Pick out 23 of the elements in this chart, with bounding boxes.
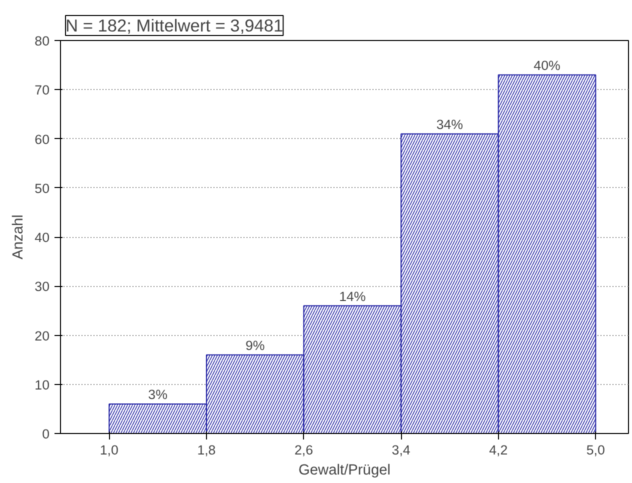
x-tick-label: 5,0	[586, 442, 605, 458]
y-tick-label: 70	[34, 82, 50, 98]
x-tick-label: 2,6	[294, 442, 314, 458]
y-tick-label: 60	[34, 132, 50, 147]
x-tick-label: 4,2	[489, 442, 508, 458]
y-tick-label: 40	[34, 230, 50, 245]
x-tick-label: 3,4	[392, 442, 411, 458]
x-tick-label: 1,0	[100, 442, 118, 458]
x-tick-label: 1,8	[197, 442, 216, 458]
annotation: 3%	[148, 387, 168, 402]
y-tick-label: 0	[42, 426, 50, 442]
chart-title: N = 182; Mittelwert = 3,9481	[66, 16, 284, 36]
y-tick-label: 30	[34, 279, 50, 294]
annotation: 14%	[339, 288, 366, 304]
y-tick-label: 10	[34, 377, 50, 392]
y-tick-label: 20	[34, 328, 50, 344]
annotation: 34%	[436, 116, 464, 132]
y-tick-label: 50	[34, 180, 50, 196]
annotation: 9%	[245, 338, 265, 353]
y-axis-title: Anzahl	[10, 214, 27, 260]
y-tick-label: 80	[34, 34, 50, 48]
x-axis-title: Gewalt/Prügel	[298, 462, 391, 478]
annotation: 40%	[534, 58, 560, 73]
